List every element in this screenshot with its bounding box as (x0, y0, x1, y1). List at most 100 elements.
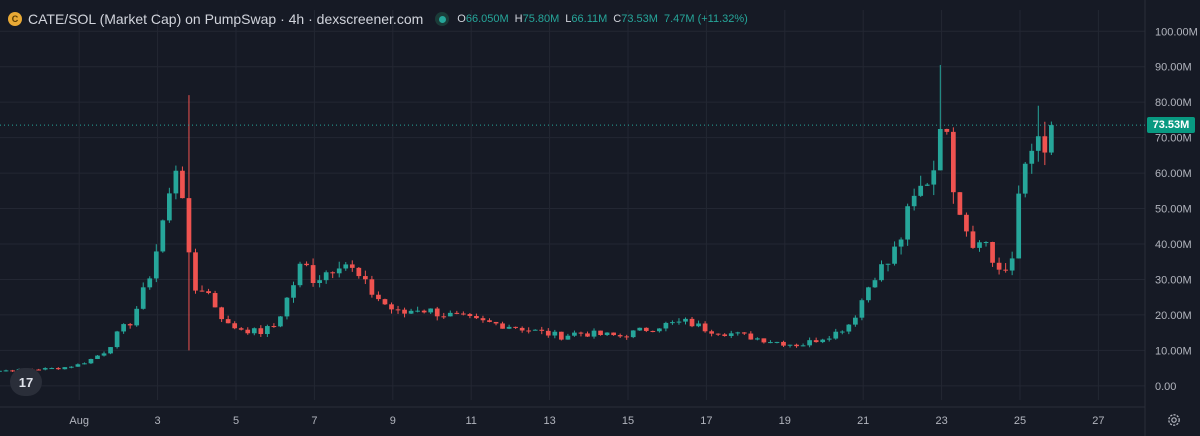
x-tick-label: 9 (390, 415, 396, 427)
candle-body (447, 312, 453, 317)
candle-body (88, 359, 94, 364)
candle-body (10, 370, 15, 372)
candle-body (643, 327, 649, 331)
candle-body (62, 367, 68, 370)
candle-body (604, 332, 610, 336)
candle-body (441, 316, 447, 318)
candle-body (402, 309, 407, 314)
candle-body (147, 278, 153, 288)
y-tick-label: 90.00M (1155, 62, 1192, 74)
settings-gear-icon[interactable] (1167, 413, 1181, 427)
candle-body (421, 310, 427, 313)
candle-body (689, 318, 695, 327)
x-tick-label: 23 (935, 415, 947, 427)
candle-body (251, 328, 257, 334)
candle-body (225, 319, 231, 324)
candle-body (526, 330, 532, 332)
grid (0, 0, 1146, 436)
candle-body (258, 328, 264, 335)
last-price-tag: 73.53M (1147, 117, 1195, 134)
y-tick-label: 80.00M (1155, 97, 1192, 109)
candle-body (781, 341, 786, 346)
candle-body (879, 264, 884, 281)
candle-body (951, 131, 956, 193)
candle-body (49, 368, 55, 370)
y-tick-label: 100.00M (1155, 26, 1198, 38)
candle-body (807, 340, 812, 346)
candle-body (924, 184, 930, 186)
x-tick-label: 7 (311, 415, 317, 427)
candle-body (977, 242, 982, 248)
tradingview-logo[interactable]: 17 (10, 368, 42, 396)
candle-body (1022, 163, 1028, 194)
high-value: 75.80M (522, 13, 560, 25)
candle-body (761, 338, 767, 343)
candle-body (755, 338, 760, 340)
candle-body (376, 294, 381, 300)
candle-body (480, 318, 486, 321)
candle-body (167, 193, 172, 221)
x-tick-label: 11 (465, 415, 476, 427)
candle-body (931, 170, 937, 185)
candle-body (323, 272, 329, 281)
candle-body (140, 287, 146, 309)
candle-body (493, 321, 499, 324)
candle-body (55, 368, 61, 370)
candle-body (3, 370, 9, 372)
candle-body (36, 369, 42, 371)
y-tick-label: 60.00M (1155, 168, 1192, 180)
x-tick-label: 15 (622, 415, 634, 427)
y-tick-label: 0.00 (1155, 381, 1176, 393)
candle-body (265, 326, 270, 335)
candle-body (304, 263, 309, 266)
candle-body (1049, 125, 1054, 153)
candle-body (297, 263, 303, 286)
candle-body (591, 330, 597, 337)
candle-body (774, 341, 780, 343)
candle-body (82, 363, 87, 365)
candle-body (532, 329, 538, 331)
x-tick-label: 21 (857, 415, 869, 427)
candle-body (911, 195, 917, 207)
close-value: 73.53M (621, 13, 658, 25)
candle-body (839, 331, 845, 333)
candle-body (800, 345, 806, 347)
candle-body (787, 344, 793, 346)
candle-body (173, 170, 179, 194)
candle-body (356, 267, 362, 277)
x-tick-label: 19 (779, 415, 791, 427)
x-tick-label: 17 (700, 415, 712, 427)
live-status-icon (435, 12, 450, 26)
candle-body (918, 185, 924, 196)
candle-body (983, 242, 989, 244)
y-tick-label: 20.00M (1155, 310, 1192, 322)
ohlc-legend: O66.050M H75.80M L66.11M C73.53M 7.47M (… (457, 13, 750, 25)
candle-body (415, 310, 420, 312)
candle-body (676, 321, 682, 323)
candle-body (219, 307, 224, 320)
candle-body (866, 287, 871, 301)
candle-body (1035, 136, 1041, 151)
candle-body (42, 368, 48, 370)
candle-body (853, 317, 858, 325)
candle-body (892, 246, 897, 264)
candle-body (186, 198, 192, 253)
candle-body (434, 308, 440, 317)
candle-body (898, 239, 904, 247)
candle-body (114, 331, 120, 348)
candle-body (552, 331, 558, 336)
candle-body (617, 335, 623, 337)
candle-body (768, 342, 773, 344)
candle-body (212, 293, 218, 308)
chart-header: C CATE/SOL (Market Cap) on PumpSwap · 4h… (8, 9, 750, 29)
axes: 0.00 10.00M 20.00M 30.00M 40.00M 50.00M 60.00M… (69, 26, 1197, 427)
candle-body (395, 309, 401, 311)
candle-body (1003, 269, 1008, 271)
y-tick-label: 40.00M (1155, 239, 1192, 251)
candle-body (937, 128, 943, 171)
candle-body (846, 324, 852, 332)
candle-body (487, 320, 492, 322)
candle-body (467, 314, 473, 316)
